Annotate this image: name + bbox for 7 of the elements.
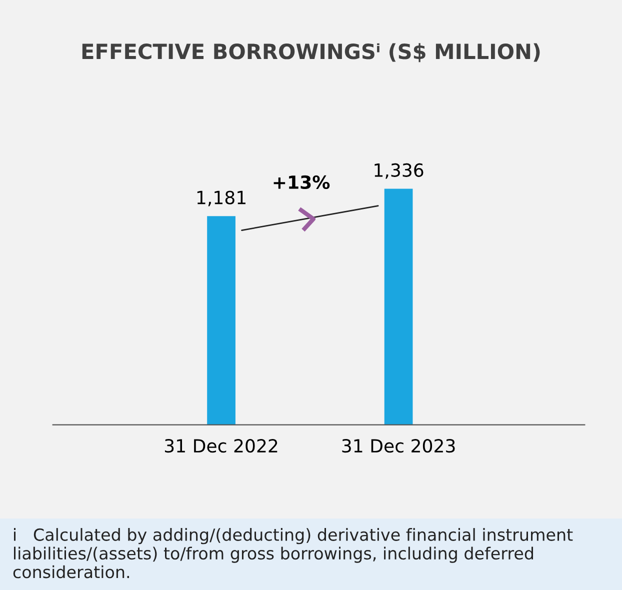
data-label: 1,181	[197, 190, 246, 206]
chart-title: EFFECTIVE BORROWINGSⁱ (S$ MILLION)	[82, 43, 540, 62]
annotation: +13%	[274, 175, 330, 190]
x-tick-label: 31 Dec 2022	[164, 439, 278, 453]
x-tick-label: 31 Dec 2023	[342, 439, 455, 453]
data-label: 1,336	[374, 163, 424, 179]
text: i Calculated by adding/(deducting) derivative financial instrument liabilities/(assets) to/from gross borrowings, including deferred consideration.	[13, 528, 573, 578]
